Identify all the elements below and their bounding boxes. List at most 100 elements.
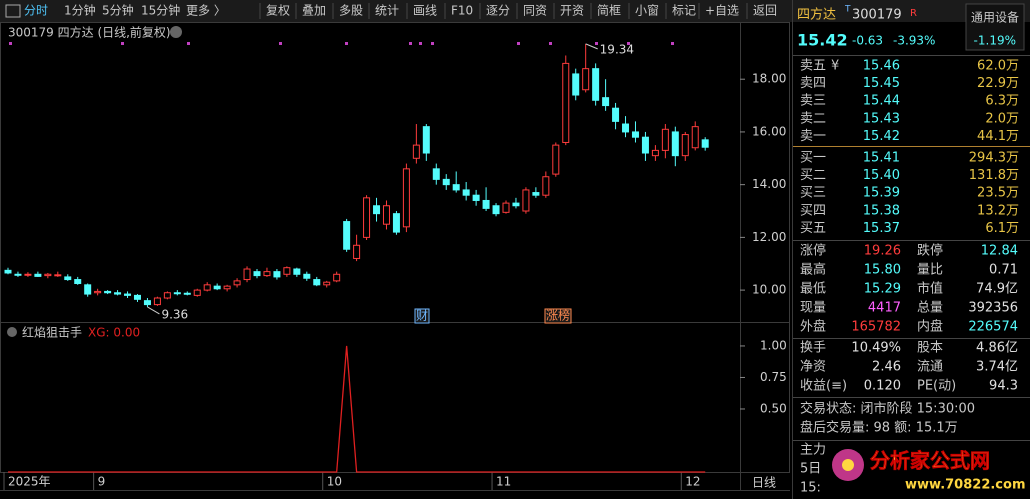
candle-body — [432, 168, 440, 180]
candle-body — [631, 131, 639, 138]
stat-value: 12.84 — [981, 244, 1018, 259]
stat-label: 总量 — [917, 301, 943, 316]
logo-center — [842, 459, 854, 471]
book-volume: 131.8万 — [969, 168, 1019, 183]
candle-body — [104, 290, 112, 294]
toolbar-button[interactable]: +自选 — [705, 4, 739, 18]
book-volume: 22.9万 — [977, 76, 1019, 91]
candle-body — [462, 189, 470, 196]
candle-body — [253, 271, 261, 277]
toolbar-button[interactable]: 叠加 — [302, 4, 326, 18]
candle-body — [94, 290, 102, 294]
toolbar-button[interactable]: 多股 — [339, 4, 363, 18]
price: 15.42 — [797, 31, 848, 50]
candle-body — [283, 267, 291, 275]
candle-body — [163, 292, 171, 299]
book-price: 15.44 — [863, 94, 900, 109]
toolbar-button[interactable]: 复权 — [266, 4, 290, 18]
panel-row: 5日 — [800, 462, 821, 477]
candle-body — [592, 68, 600, 101]
toolbar-button[interactable]: 标记 — [672, 4, 696, 18]
toolbar-button[interactable]: 同资 — [523, 4, 547, 18]
toolbar-button[interactable]: 开资 — [560, 4, 584, 18]
stat-label: 股本 — [917, 341, 943, 356]
panel-row: 主力 — [800, 443, 826, 458]
tab[interactable]: 5分钟 — [102, 3, 134, 18]
menu-icon[interactable] — [5, 4, 21, 18]
book-label: 买五 — [800, 221, 826, 236]
settings-icon[interactable] — [170, 26, 182, 38]
book-volume: 44.1万 — [977, 129, 1019, 144]
book-price: 15.46 — [863, 59, 900, 74]
candle-body — [691, 126, 699, 149]
candle-body — [532, 192, 540, 196]
stock-code: 300179 — [852, 8, 902, 23]
stat-label: 流通 — [917, 360, 943, 375]
frames — [0, 0, 793, 499]
candle-body — [233, 280, 241, 286]
book-label: 卖三 — [800, 94, 826, 109]
candle-body — [382, 205, 390, 225]
book-price: 15.43 — [863, 111, 900, 126]
candle-body — [562, 62, 570, 143]
candle-body — [313, 279, 321, 286]
book-volume: 13.2万 — [977, 203, 1019, 218]
tab[interactable]: 更多 〉 — [186, 4, 226, 18]
panel-row: 15: — [800, 481, 821, 496]
candle-body — [114, 292, 122, 295]
candle-body — [542, 176, 550, 196]
industry[interactable]: 通用设备 — [971, 11, 1019, 25]
y-tick-label: 1.00 — [760, 338, 787, 352]
candle-body — [223, 285, 231, 290]
book-price: 15.42 — [863, 129, 900, 144]
candle-body — [572, 73, 580, 96]
book-price: 15.39 — [863, 186, 900, 201]
max-label: 19.34 — [600, 42, 634, 56]
toolbar-button[interactable]: 小窗 — [635, 4, 659, 18]
tab[interactable]: 15分钟 — [141, 3, 180, 18]
toolbar-button[interactable]: 逐分 — [486, 4, 510, 18]
stat-label: 换手 — [800, 341, 826, 356]
industry-box — [965, 3, 1025, 51]
stat-label: 最高 — [800, 262, 826, 278]
event-tag[interactable]: 财 — [416, 309, 428, 323]
y-tick-label: 16.00 — [752, 124, 786, 138]
tab[interactable]: 1分钟 — [64, 3, 96, 18]
toolbar-button[interactable]: F10 — [451, 4, 473, 18]
candle-body — [153, 297, 161, 306]
stat-value: 10.49% — [851, 341, 901, 356]
tab[interactable]: 分时 — [24, 4, 48, 18]
toolbar-button[interactable]: 返回 — [753, 4, 777, 18]
toolbar-button[interactable]: 统计 — [375, 4, 399, 18]
book-label: 卖四 — [800, 76, 826, 91]
indicator-icon[interactable] — [7, 327, 17, 337]
candle-body — [243, 268, 251, 281]
event-tag-bg — [544, 308, 572, 324]
watermark-title: 分析家公式网 — [870, 449, 990, 473]
stat-label: 内盘 — [917, 319, 943, 335]
stat-label: PE(动) — [917, 379, 956, 394]
book-price: 15.40 — [863, 168, 900, 183]
stat-label: 净资 — [800, 360, 826, 375]
candle-body — [263, 271, 271, 277]
toolbar-button[interactable]: 简框 — [597, 4, 621, 18]
indicator-title: 红焰狙击手 — [22, 325, 82, 340]
candle-body — [582, 68, 590, 91]
y-tick-label: 0.75 — [760, 370, 787, 384]
candle-body — [502, 202, 510, 213]
signal-dots — [9, 42, 674, 45]
y-tick-label: 0.50 — [760, 401, 787, 415]
chart-title: 300179 四方达 (日线,前复权) — [8, 25, 171, 40]
candle-body — [482, 199, 490, 209]
stat-value: 0.120 — [864, 379, 901, 394]
event-tag[interactable]: 涨榜 — [546, 308, 570, 323]
y-tick-label: 10.00 — [752, 283, 786, 297]
candle-body — [143, 300, 151, 306]
toolbar-button[interactable]: 画线 — [413, 4, 437, 18]
stat-label: 现量 — [800, 301, 826, 316]
y-tick-label: 18.00 — [752, 72, 786, 86]
candle-body — [661, 128, 669, 151]
after-hours: 盘后交易量: 98 额: 15.1万 — [800, 420, 958, 436]
candle-body — [173, 292, 181, 295]
